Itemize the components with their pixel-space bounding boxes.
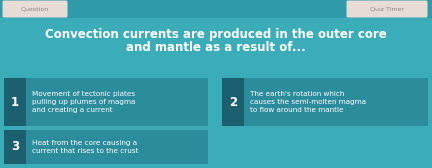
- FancyBboxPatch shape: [3, 1, 67, 17]
- Text: 2: 2: [229, 95, 237, 109]
- Bar: [26, 78, 208, 126]
- Text: Movement of tectonic plates
pulling up plumes of magma
and creating a current: Movement of tectonic plates pulling up p…: [32, 91, 135, 113]
- Bar: [4, 130, 26, 164]
- Bar: [26, 130, 208, 164]
- Text: 3: 3: [11, 140, 19, 154]
- Text: Quiz Timer: Quiz Timer: [370, 7, 404, 11]
- Text: Convection currents are produced in the outer core: Convection currents are produced in the …: [45, 28, 387, 41]
- Text: and mantle as a result of...: and mantle as a result of...: [126, 41, 306, 54]
- Text: The earth's rotation which
causes the semi-molten magma
to flow around the mantl: The earth's rotation which causes the se…: [250, 91, 366, 113]
- Bar: [4, 78, 26, 126]
- Bar: [244, 78, 428, 126]
- Text: Question: Question: [21, 7, 49, 11]
- Text: 1: 1: [11, 95, 19, 109]
- Bar: [222, 78, 244, 126]
- Bar: [0, 0, 432, 18]
- FancyBboxPatch shape: [346, 1, 428, 17]
- Text: Heat from the core causing a
current that rises to the crust: Heat from the core causing a current tha…: [32, 140, 139, 154]
